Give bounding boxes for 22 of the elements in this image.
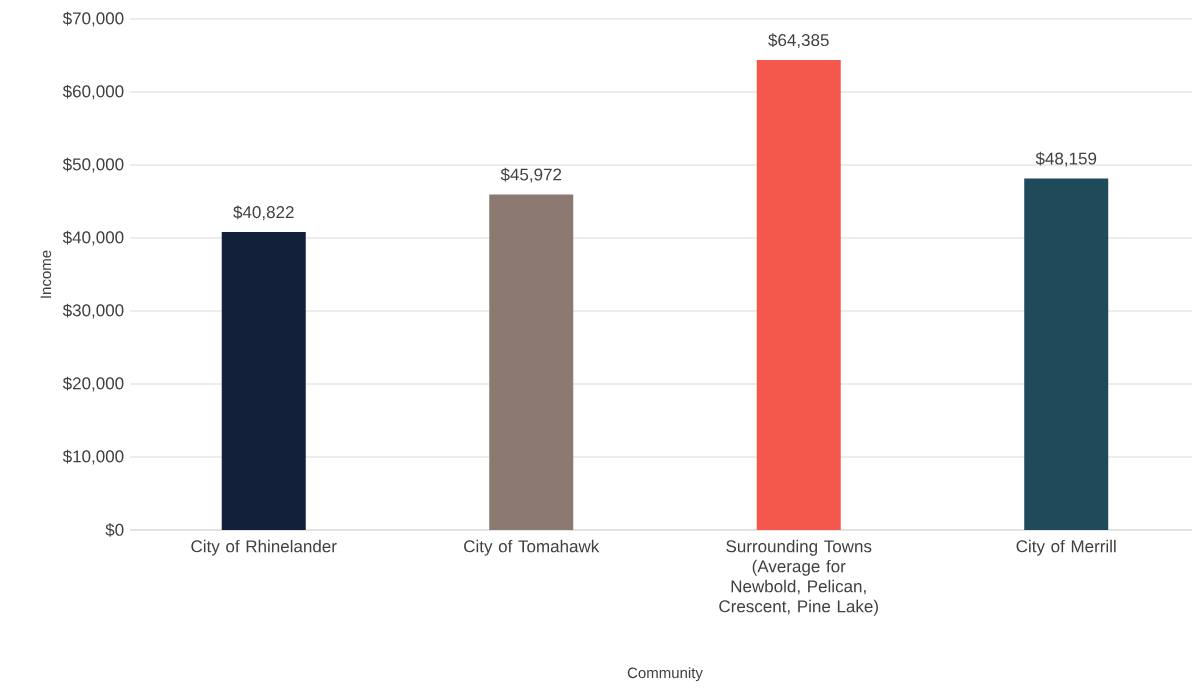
x-tick-label: Surrounding Towns (Average for Newbold, Pelican, Crescent, Pine Lake) — [719, 539, 878, 616]
data-label: $64,385 — [768, 33, 829, 49]
bar — [221, 232, 306, 530]
x-axis-title: Community — [627, 667, 703, 682]
y-axis-title: Income — [40, 250, 52, 298]
data-label: $45,972 — [500, 167, 562, 183]
bar — [1024, 178, 1109, 530]
y-tick-label: $70,000 — [62, 11, 124, 27]
y-tick-label: $40,000 — [62, 230, 124, 246]
data-label: $48,159 — [1035, 151, 1097, 167]
data-label: $40,822 — [233, 205, 294, 221]
y-tick-label: $10,000 — [62, 449, 124, 465]
y-tick-label: $20,000 — [62, 376, 124, 392]
y-tick-label: $60,000 — [62, 84, 124, 100]
x-tick-label: City of Tomahawk — [464, 539, 600, 556]
y-tick-label: $50,000 — [62, 157, 124, 173]
x-tick-label: City of Rhinelander — [191, 539, 337, 556]
bar — [756, 59, 841, 530]
y-tick-label: $30,000 — [62, 303, 124, 319]
bar — [489, 194, 574, 530]
y-tick-label: $0 — [105, 523, 124, 537]
x-tick-label: City of Merrill — [1016, 539, 1116, 556]
